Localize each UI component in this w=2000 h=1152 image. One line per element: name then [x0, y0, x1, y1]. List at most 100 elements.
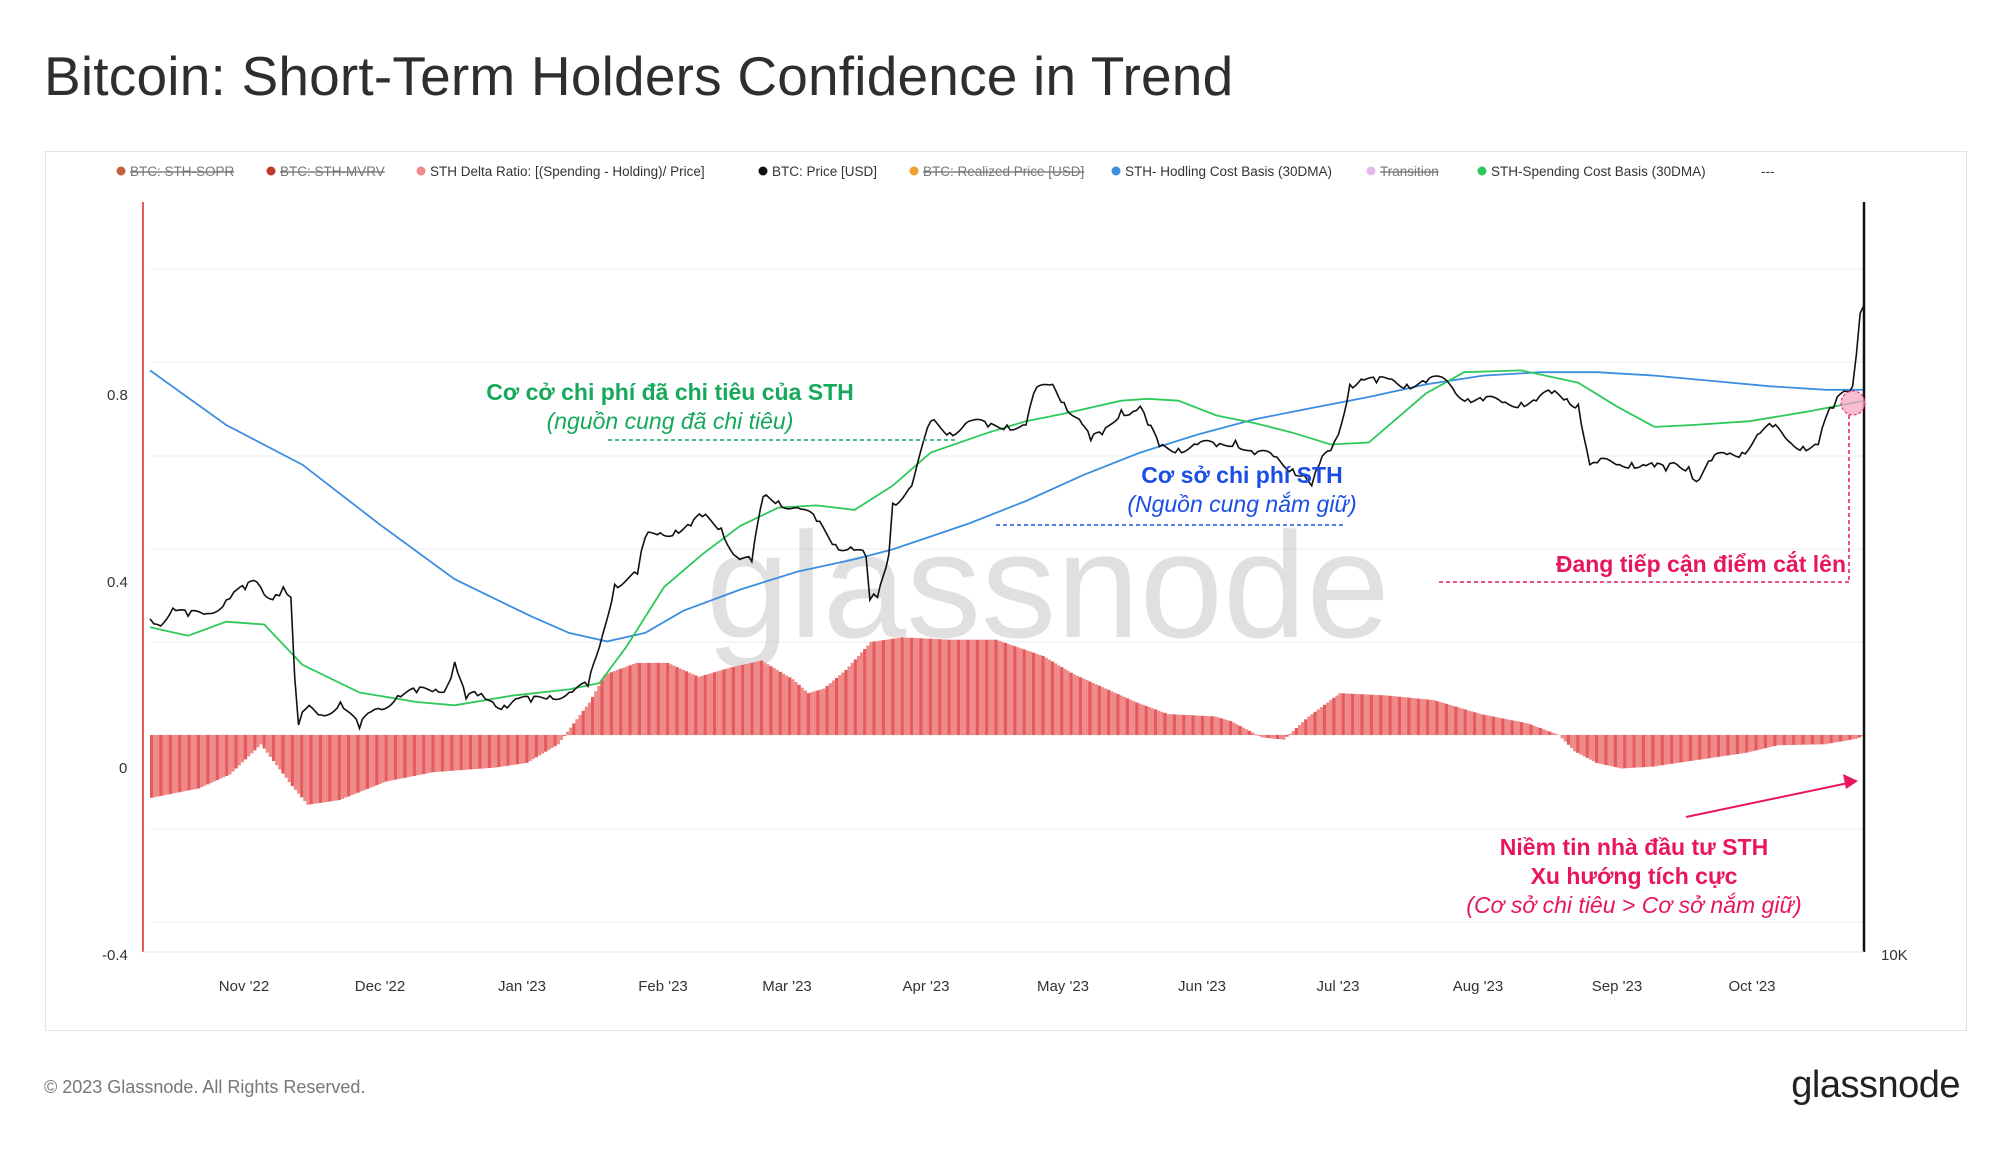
delta-ratio-bar [1682, 735, 1686, 762]
delta-ratio-bar [612, 671, 617, 735]
delta-ratio-bar [318, 735, 323, 803]
legend-item-spending-cost-basis[interactable]: STH-Spending Cost Basis (30DMA) [1477, 164, 1706, 179]
chart-svg[interactable]: BTC: STH-SOPR BTC: STH-MVRV STH Delta Ra… [46, 152, 1968, 1032]
delta-ratio-bar [634, 662, 639, 735]
delta-ratio-bar [847, 666, 851, 735]
legend-more[interactable]: --- [1761, 164, 1775, 179]
delta-ratio-bar [719, 670, 723, 735]
delta-ratio-bar [1038, 654, 1042, 735]
delta-ratio-bar [1582, 735, 1586, 757]
legend-item-hodling-cost-basis[interactable]: STH- Hodling Cost Basis (30DMA) [1111, 164, 1333, 179]
delta-ratio-bar [1272, 735, 1277, 739]
legend-item-sth-mvrv[interactable]: BTC: STH-MVRV [266, 164, 385, 179]
delta-ratio-bar [153, 735, 157, 798]
legend-item-btc-price[interactable]: BTC: Price [USD] [758, 164, 878, 179]
delta-ratio-bar [1341, 693, 1345, 735]
delta-ratio-bar [534, 735, 538, 758]
delta-ratio-bar [1113, 692, 1117, 735]
delta-ratio-bar [1845, 735, 1849, 741]
delta-ratio-bar [193, 735, 198, 790]
delta-ratio-bar [1826, 735, 1830, 744]
x-tick-label: Dec '22 [355, 978, 405, 995]
delta-ratio-bar [1263, 735, 1267, 738]
delta-ratio-bar [928, 638, 933, 735]
delta-ratio-bar [1698, 735, 1702, 760]
delta-ratio-bar [1007, 644, 1011, 735]
delta-ratio-bar [259, 735, 263, 745]
delta-ratio-bar [825, 685, 829, 735]
delta-ratio-bar [1294, 728, 1299, 735]
delta-ratio-bar [1535, 726, 1539, 735]
legend-item-transition[interactable]: Transition [1366, 164, 1439, 179]
delta-ratio-bar [494, 735, 498, 768]
delta-ratio-bar [165, 735, 169, 795]
delta-ratio-bar [256, 735, 260, 748]
delta-ratio-bar [809, 692, 814, 735]
delta-ratio-bar [931, 638, 936, 735]
delta-ratio-bar [1457, 707, 1461, 735]
delta-ratio-bar [1197, 715, 1202, 735]
delta-ratio-bar [181, 735, 185, 792]
legend-item-sth-sopr[interactable]: BTC: STH-SOPR [116, 164, 235, 179]
delta-ratio-bar [788, 677, 792, 735]
legend-swatch [1366, 166, 1376, 176]
delta-ratio-bar [365, 735, 370, 789]
delta-ratio-bar [888, 639, 892, 735]
delta-ratio-bar [703, 675, 707, 735]
y-tick-label: -0.4 [102, 947, 128, 964]
delta-ratio-bar [1685, 735, 1689, 762]
delta-ratio-bar [1010, 645, 1014, 735]
delta-ratio-bar [881, 640, 886, 735]
delta-ratio-bar [478, 735, 482, 769]
legend-item-realized-price[interactable]: BTC: Realized Price [USD] [909, 164, 1085, 179]
delta-ratio-bar [1729, 735, 1733, 755]
delta-ratio-bar [1132, 701, 1136, 735]
delta-ratio-bar [472, 735, 476, 770]
delta-ratio-bar [797, 684, 801, 735]
delta-ratio-bar [691, 674, 695, 735]
delta-ratio-bar [540, 735, 545, 754]
delta-ratio-bar [1119, 695, 1123, 735]
x-tick-label: Jun '23 [1178, 978, 1226, 995]
delta-ratio-bar [675, 667, 679, 735]
delta-ratio-bar [215, 735, 219, 781]
delta-ratio-bar [800, 687, 804, 735]
delta-ratio-bar [1745, 735, 1749, 753]
legend-item-sth-delta-ratio[interactable]: STH Delta Ratio: [(Spending - Holding)/ … [416, 164, 705, 179]
delta-ratio-bar [1460, 708, 1464, 735]
delta-ratio-bar [609, 672, 614, 735]
delta-ratio-bar [1501, 718, 1505, 735]
delta-ratio-bar [1623, 735, 1627, 769]
delta-ratio-bar [1025, 650, 1030, 735]
delta-ratio-bar [1485, 715, 1489, 735]
delta-ratio-bar [1523, 722, 1527, 735]
delta-ratio-bar [437, 735, 442, 772]
delta-ratio-bar [1526, 723, 1530, 735]
legend-label: BTC: STH-MVRV [280, 164, 385, 179]
delta-ratio-bar [653, 662, 657, 735]
delta-ratio-bar [1213, 716, 1217, 735]
delta-ratio-bar [759, 660, 764, 735]
annotation-confidence: Niềm tin nhà đầu tư STH Xu hướng tích cự… [1466, 774, 1858, 918]
delta-ratio-bar [1194, 715, 1198, 735]
delta-ratio-bar [1419, 698, 1424, 735]
delta-ratio-bar [1498, 717, 1502, 735]
delta-ratio-bar [231, 735, 235, 772]
delta-ratio-bar [900, 637, 904, 735]
delta-ratio-bar [390, 735, 395, 781]
delta-ratio-bar [212, 735, 216, 782]
delta-ratio-bar [969, 639, 973, 735]
delta-ratio-bar [722, 669, 726, 735]
delta-ratio-bar [922, 638, 926, 735]
delta-ratio-bar [1100, 687, 1105, 735]
delta-ratio-bar [1726, 735, 1730, 756]
delta-ratio-bar [431, 735, 435, 773]
delta-ratio-bar [228, 735, 232, 775]
delta-ratio-bar [1422, 699, 1427, 735]
delta-ratio-bar [1166, 714, 1170, 735]
delta-ratio-bar [1660, 735, 1664, 766]
delta-ratio-bar [1588, 735, 1593, 760]
delta-ratio-bar [1307, 716, 1311, 735]
delta-ratio-bar [1607, 735, 1611, 766]
delta-ratio-bar [1210, 716, 1214, 735]
